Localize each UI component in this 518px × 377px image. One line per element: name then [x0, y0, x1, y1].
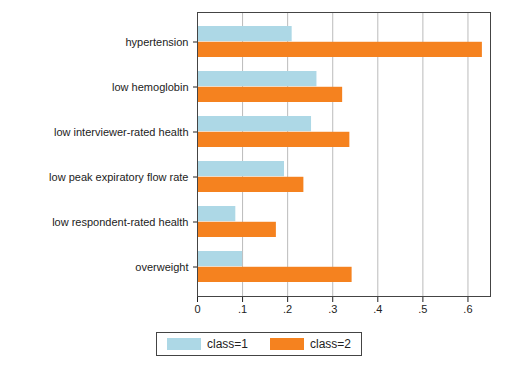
svg-text:low respondent-rated health: low respondent-rated health [52, 216, 188, 228]
svg-text:.4: .4 [373, 303, 382, 315]
html-text:class=2: class=2 [310, 337, 351, 351]
svg-text:.1: .1 [238, 303, 247, 315]
svg-text:.5: .5 [418, 303, 427, 315]
svg-text:.6: .6 [463, 303, 472, 315]
svg-text:.2: .2 [283, 303, 292, 315]
svg-text:hypertension: hypertension [126, 36, 189, 48]
html-text:class=1: class=1 [207, 337, 248, 351]
svg-text:low interviewer-rated health: low interviewer-rated health [54, 126, 189, 138]
svg-text:.3: .3 [328, 303, 337, 315]
svg-text:overweight: overweight [135, 261, 188, 273]
svg-text:low hemoglobin: low hemoglobin [112, 81, 188, 93]
svg-text:0: 0 [194, 303, 200, 315]
svg-text:low peak expiratory flow rate: low peak expiratory flow rate [49, 171, 188, 183]
